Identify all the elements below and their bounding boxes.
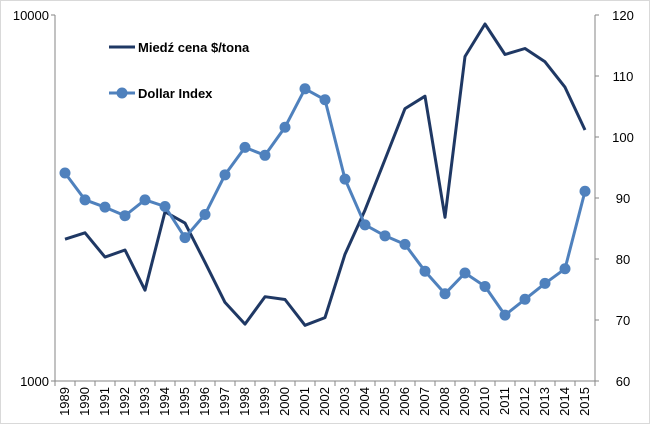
dollar-index-point [119,210,131,222]
dollar-index-point [479,280,491,292]
copper-price-line [64,22,587,327]
x-tick-label: 2010 [477,387,492,416]
dollar-index-point [79,194,91,206]
left-tick-label: 10000 [13,8,49,23]
x-tick-label: 2001 [297,387,312,416]
dollar-index-point [379,230,391,242]
x-tick-label: 2004 [357,387,372,416]
x-tick-label: 2003 [337,387,352,416]
dollar-index-point [179,232,191,244]
dollar-index-point [339,173,351,185]
x-tick-label: 1999 [257,387,272,416]
dollar-index-point [199,208,211,220]
x-tick-label: 1997 [217,387,232,416]
dollar-index-point [499,309,511,321]
x-tick-label: 1991 [97,387,112,416]
dollar-index-point [59,167,71,179]
x-tick-label: 2015 [577,387,592,416]
x-tick-label: 1996 [197,387,212,416]
x-tick-label: 2009 [457,387,472,416]
x-tick-label: 1995 [177,387,192,416]
axes: 1000 10000 60 70 80 90 100 110 120 1989 1990 1991 19… [13,8,634,416]
left-tick-label: 1000 [20,374,49,389]
x-tick-label: 2011 [497,387,512,415]
right-tick-label: 100 [612,130,634,145]
x-tick-label: 1993 [137,387,152,416]
x-tick-label: 1990 [77,387,92,416]
x-tick-label: 1992 [117,387,132,416]
x-tick-label: 2006 [397,387,412,416]
x-tick-label: 2014 [557,387,572,416]
dollar-index-point [519,293,531,305]
dollar-index-point [259,149,271,161]
x-tick-label: 2012 [517,387,532,416]
right-tick-label: 80 [616,252,630,267]
dollar-index-point [459,267,471,279]
series-layer [59,22,591,327]
right-tick-label: 120 [612,8,634,23]
dollar-index-point [559,263,571,275]
right-tick-label: 60 [616,374,630,389]
dollar-index-point [579,185,591,197]
dollar-index-point [279,121,291,133]
legend: Miedź cena $/tona Dollar Index [109,40,250,101]
x-tick-label: 2013 [537,387,552,416]
x-tick-label: 2008 [437,387,452,416]
dollar-index-point [319,94,331,106]
x-tick-label: 2000 [277,387,292,416]
dollar-index-point [139,194,151,206]
x-tick-label: 1989 [57,387,72,416]
x-tick-label: 2007 [417,387,432,416]
x-tick-label: 1994 [157,387,172,416]
dollar-index-point [299,83,311,95]
dollar-index-point [439,288,451,300]
dollar-index-point [239,141,251,153]
dollar-index-point [159,201,171,213]
right-tick-label: 70 [616,313,630,328]
right-tick-label: 90 [616,191,630,206]
x-tick-label: 1998 [237,387,252,416]
right-tick-label: 110 [613,69,634,84]
legend-label-copper-price: Miedź cena $/tona [138,40,250,55]
dollar-index-point [539,277,551,289]
x-tick-label: 2002 [317,387,332,416]
legend-marker-dollar-index [116,87,128,99]
dollar-index-point [419,265,431,277]
dollar-index-point [99,201,111,213]
dollar-index-point [219,169,231,181]
dollar-index-point [399,238,411,250]
dollar-index-point [359,219,371,231]
x-tick-label: 2005 [377,387,392,416]
legend-label-dollar-index: Dollar Index [138,86,213,101]
